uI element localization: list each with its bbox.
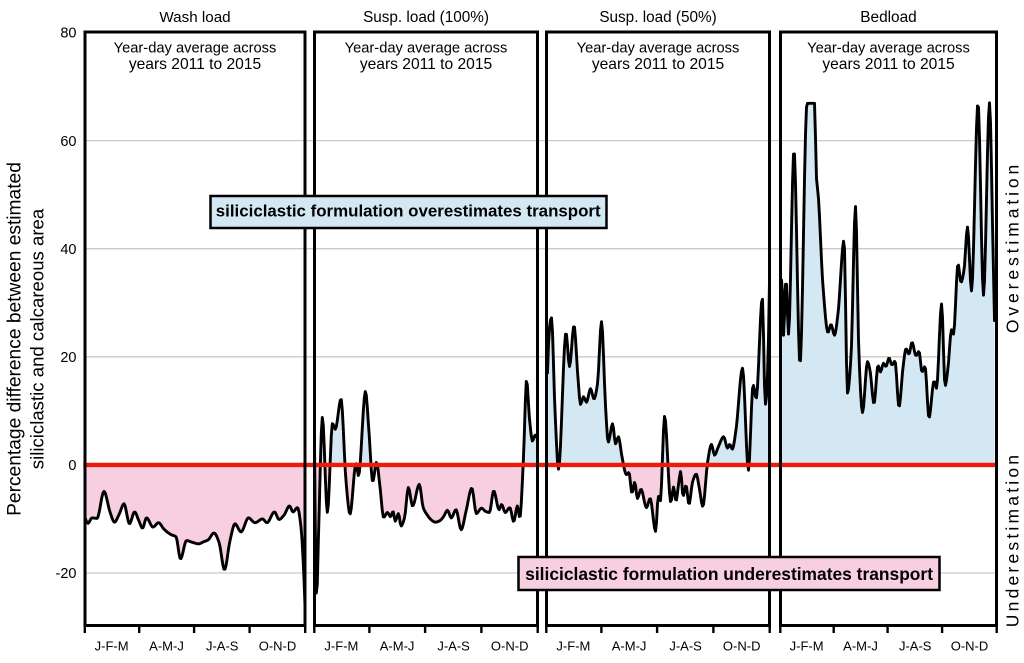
svg-text:J-F-M: J-F-M	[95, 639, 129, 654]
svg-text:A-M-J: A-M-J	[612, 639, 647, 654]
svg-text:0: 0	[68, 458, 76, 474]
svg-text:J-F-M: J-F-M	[790, 639, 824, 654]
svg-text:O-N-D: O-N-D	[259, 639, 297, 654]
svg-text:J-F-M: J-F-M	[556, 639, 590, 654]
svg-text:J-F-M: J-F-M	[324, 639, 358, 654]
svg-text:years 2011 to 2015: years 2011 to 2015	[129, 56, 262, 73]
svg-text:-20: -20	[56, 566, 77, 582]
svg-text:60: 60	[60, 134, 76, 150]
svg-text:J-A-S: J-A-S	[669, 639, 702, 654]
svg-text:Percentage difference between: Percentage difference between estimated	[4, 162, 25, 516]
svg-text:J-A-S: J-A-S	[206, 639, 239, 654]
svg-text:Year-day average across: Year-day average across	[577, 41, 740, 57]
svg-text:years 2011 to 2015: years 2011 to 2015	[592, 56, 725, 73]
svg-text:years 2011 to 2015: years 2011 to 2015	[360, 56, 493, 73]
svg-text:O-N-D: O-N-D	[723, 639, 761, 654]
svg-text:J-A-S: J-A-S	[437, 639, 470, 654]
svg-text:Susp. load (50%): Susp. load (50%)	[599, 9, 716, 26]
svg-text:A-M-J: A-M-J	[149, 639, 184, 654]
svg-text:Year-day average across: Year-day average across	[345, 41, 508, 57]
svg-text:O-N-D: O-N-D	[951, 639, 989, 654]
svg-text:J-A-S: J-A-S	[899, 639, 932, 654]
svg-text:Susp. load (100%): Susp. load (100%)	[363, 9, 489, 26]
svg-text:Overestimation: Overestimation	[1003, 161, 1023, 333]
svg-text:20: 20	[60, 350, 76, 366]
svg-text:80: 80	[60, 26, 76, 42]
svg-text:A-M-J: A-M-J	[843, 639, 878, 654]
svg-text:Year-day average across: Year-day average across	[114, 41, 277, 57]
svg-text:O-N-D: O-N-D	[491, 639, 529, 654]
svg-text:Bedload: Bedload	[860, 9, 916, 26]
svg-text:siliciclastic and calcareous a: siliciclastic and calcareous area	[27, 208, 48, 469]
svg-text:siliciclastic formulation over: siliciclastic formulation overestimates …	[216, 202, 601, 221]
svg-text:Underestimation: Underestimation	[1003, 452, 1023, 627]
svg-text:Year-day average across: Year-day average across	[807, 41, 970, 57]
svg-text:40: 40	[60, 242, 76, 258]
svg-text:Wash load: Wash load	[159, 9, 230, 26]
svg-text:siliciclastic formulation unde: siliciclastic formulation underestimates…	[525, 564, 933, 584]
svg-text:A-M-J: A-M-J	[380, 639, 415, 654]
svg-text:years 2011 to 2015: years 2011 to 2015	[822, 56, 955, 73]
